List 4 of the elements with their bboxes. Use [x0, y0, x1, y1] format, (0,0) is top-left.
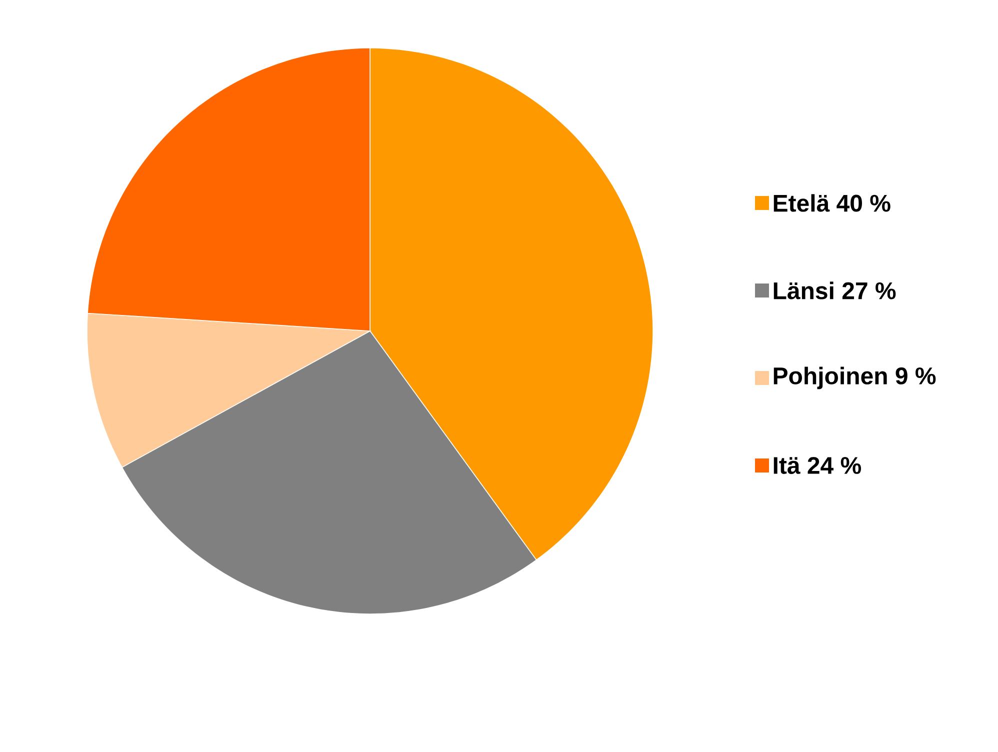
- legend-label: Pohjoinen 9 %: [774, 366, 936, 390]
- legend-label: Etelä 40 %: [774, 194, 890, 212]
- legend-label: Itä 24 %: [774, 456, 861, 474]
- legend-label: Länsi 27 %: [774, 282, 896, 300]
